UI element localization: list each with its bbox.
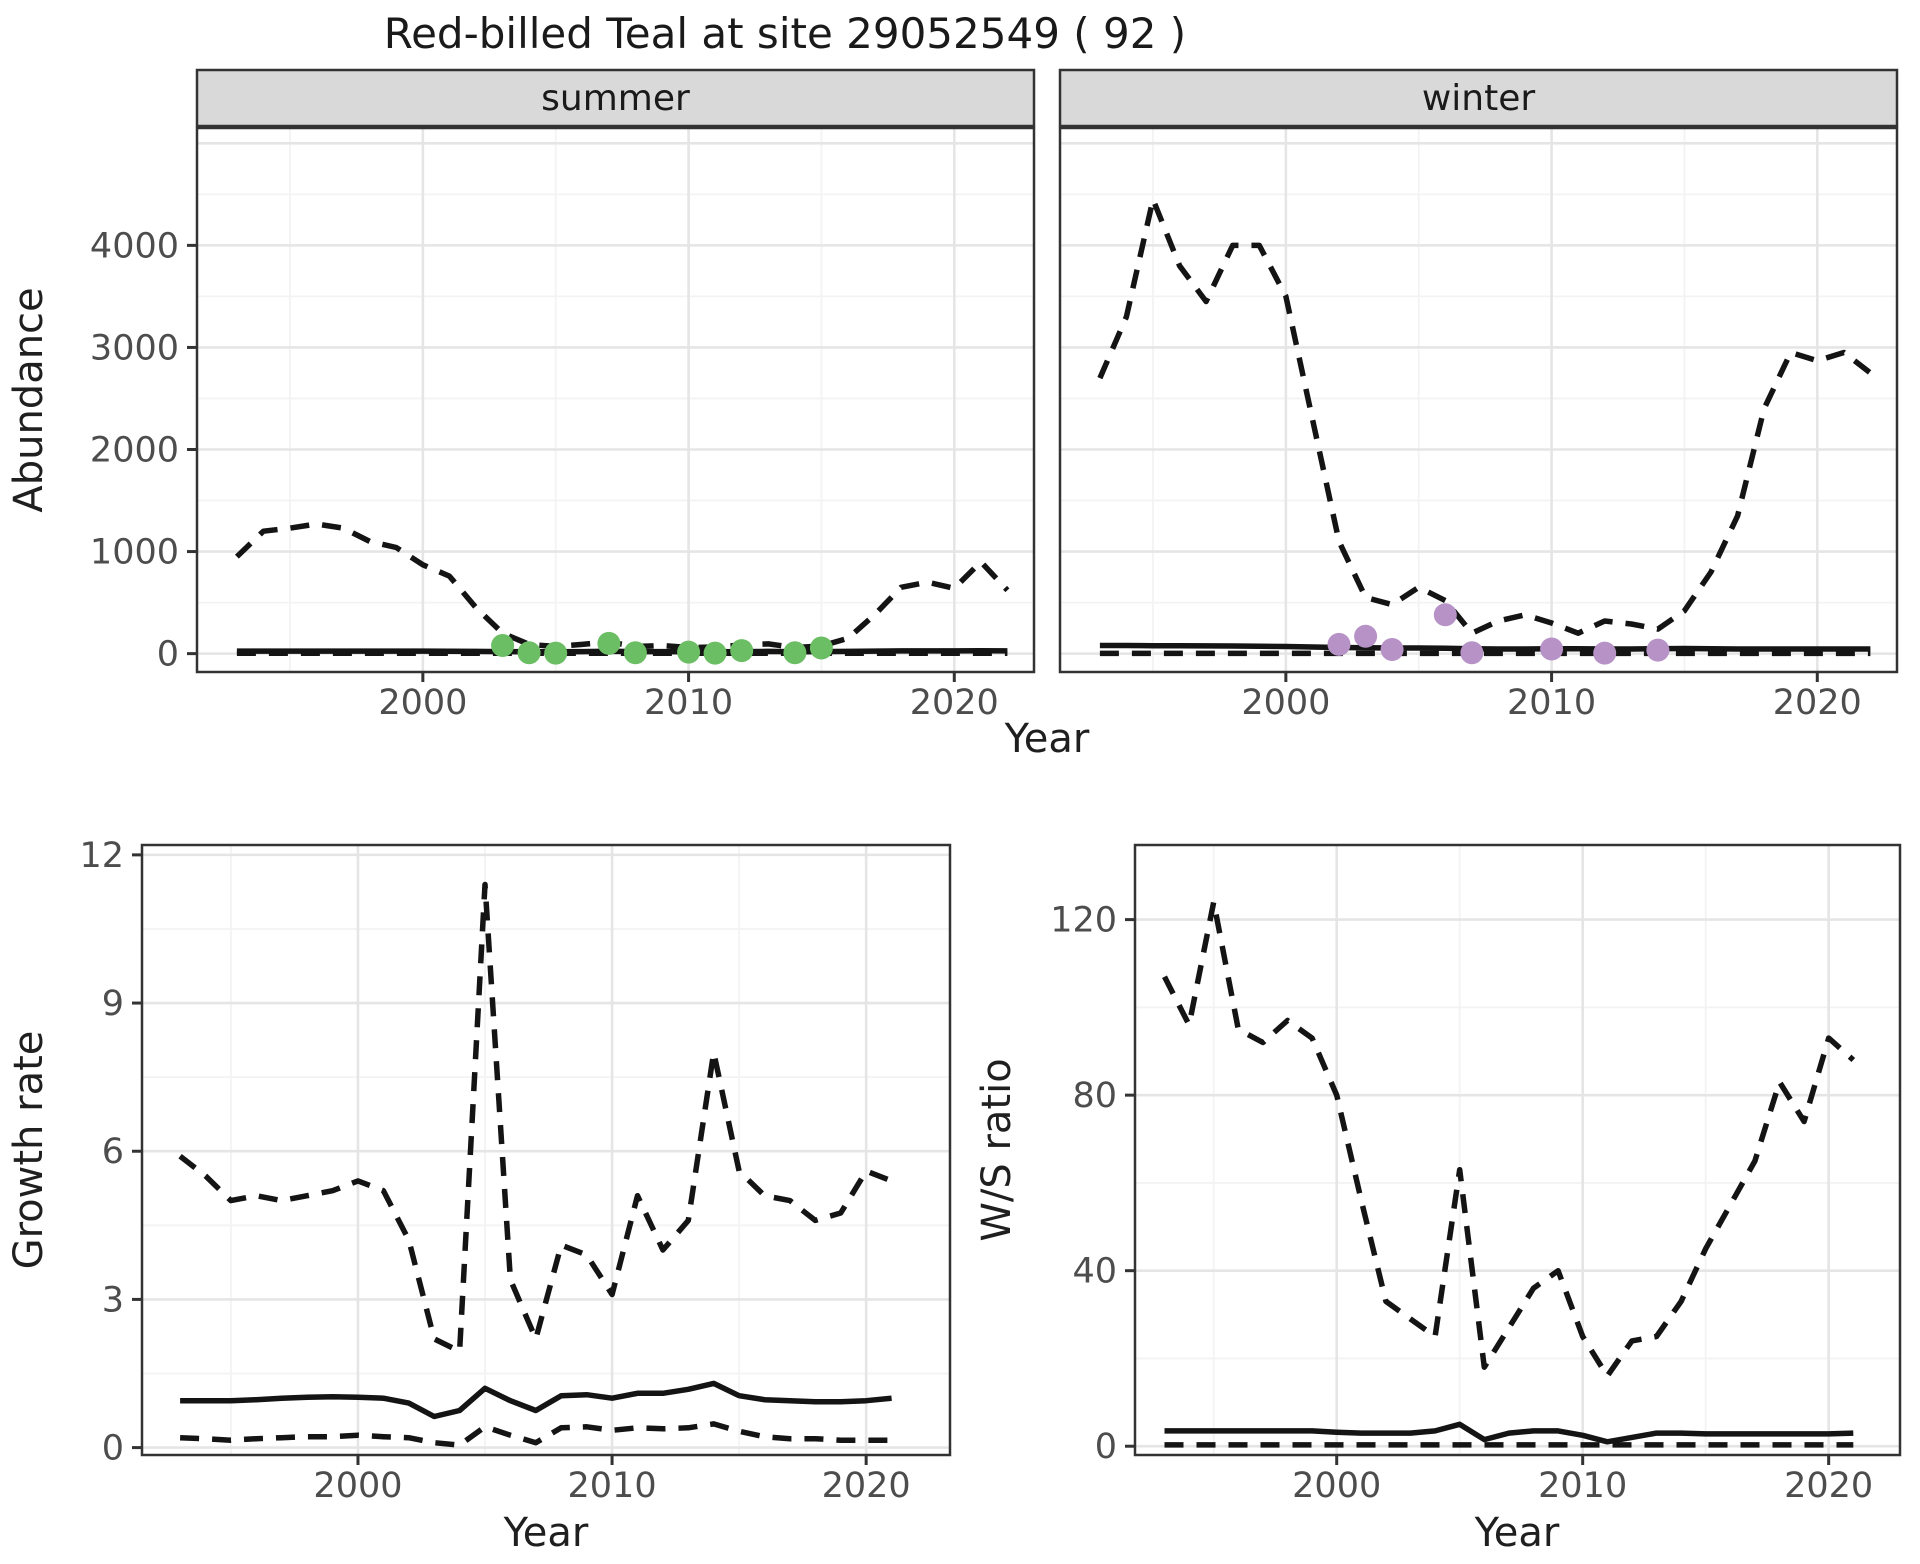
ws-ratio-axis-title: W/S ratio	[974, 1058, 1020, 1241]
ws-ratio-panel-border	[1133, 843, 1902, 1457]
y-tick-label: 80	[1072, 1076, 1117, 1116]
panel-growth-rate: 2000 2010 2020 0 3 6 9 12	[79, 836, 952, 1506]
abundance-summer-observed-point	[491, 634, 515, 657]
ws-year-axis-title: Year	[1474, 1510, 1560, 1556]
y-tick-label: 40	[1072, 1252, 1117, 1292]
abundance-summer-observed-point	[677, 640, 701, 664]
abundance-winter-estimate-line	[1099, 642, 1871, 652]
abundance-winter-observed-point	[1540, 637, 1564, 661]
abundance-summer-observed-point	[809, 636, 833, 660]
abundance-summer-observed-point	[544, 641, 568, 665]
y-tick-label: 9	[102, 984, 124, 1024]
facet-strip-summer	[195, 68, 1036, 128]
abundance-winter-observed-point	[1593, 641, 1617, 665]
panel-abundance-winter: 2000 2010 2020 winter	[1058, 68, 1899, 723]
abundance-summer-upper_95CI-line	[234, 521, 1010, 651]
abundance-summer-observed-point	[783, 641, 807, 665]
abundance-winter-observed-point	[1327, 632, 1351, 656]
facet-strip-label-summer: summer	[541, 78, 690, 119]
x-tick-label: 2020	[1784, 1466, 1873, 1506]
y-tick-label: 3	[102, 1280, 124, 1320]
abundance-winter-upper_95CI-line	[1097, 196, 1873, 636]
abundance-summer-panel-border	[195, 126, 1036, 674]
ws-ratio-upper_95CI-line	[1162, 899, 1856, 1379]
x-tick-label: 2020	[910, 683, 999, 723]
abundance-winter-panel-border	[1058, 126, 1899, 674]
x-tick-label: 2010	[568, 1466, 657, 1506]
facet-strip-label-winter: winter	[1422, 78, 1536, 119]
abundance-winter-observed-point	[1646, 638, 1670, 662]
y-tick-label: 1000	[90, 533, 179, 573]
growth-rate-lower_95CI-line	[179, 1421, 892, 1448]
ws-ratio-panel-background	[1135, 845, 1900, 1455]
panel-abundance-summer: 2000 2010 2020 0 1000 2000 3000 4000 summer	[90, 68, 1036, 723]
abundance-winter-panel-background	[1060, 128, 1897, 672]
x-tick-label: 2020	[1773, 683, 1862, 723]
x-tick-label: 2010	[1538, 1466, 1627, 1506]
x-tick-label: 2010	[644, 683, 733, 723]
growth-rate-upper_95CI-line	[178, 881, 893, 1355]
x-tick-label: 2000	[313, 1466, 402, 1506]
abundance-winter-observed-point	[1380, 638, 1404, 661]
abundance-summer-observed-point	[517, 641, 541, 665]
x-tick-label: 2000	[1292, 1466, 1381, 1506]
y-tick-label: 12	[79, 836, 124, 876]
abundance-winter-observed-point	[1460, 641, 1484, 665]
abundance-winter-observed-point	[1354, 624, 1378, 648]
top-year-axis-title: Year	[1004, 716, 1090, 762]
abundance-summer-observed-point	[623, 641, 647, 665]
x-tick-label: 2010	[1507, 683, 1596, 723]
x-tick-label: 2000	[1241, 683, 1330, 723]
y-tick-label: 4000	[90, 226, 179, 266]
growth-rate-axis-title: Growth rate	[6, 1031, 52, 1270]
y-tick-label: 6	[102, 1132, 124, 1172]
plot-title: Red-billed Teal at site 29052549 ( 92 )	[384, 9, 1186, 58]
abundance-winter-observed-point	[1433, 603, 1457, 627]
y-tick-label: 120	[1050, 901, 1117, 941]
ws-ratio-estimate-line	[1164, 1421, 1854, 1445]
y-tick-label: 3000	[90, 328, 179, 368]
growth-rate-estimate-line	[180, 1380, 892, 1420]
x-tick-label: 2020	[822, 1466, 911, 1506]
x-tick-label: 2000	[378, 683, 467, 723]
abundance-axis-title: Abundance	[6, 287, 52, 512]
growth-year-axis-title: Year	[503, 1510, 589, 1556]
facet-strip-winter	[1058, 68, 1899, 128]
abundance-summer-observed-point	[597, 631, 621, 655]
y-tick-label: 0	[157, 635, 179, 675]
abundance-summer-observed-point	[703, 641, 727, 665]
abundance-summer-observed-point	[730, 639, 754, 663]
y-tick-label: 0	[102, 1429, 124, 1469]
y-tick-label: 0	[1095, 1427, 1117, 1467]
panel-ws-ratio: 2000 2010 2020 0 40 80 120	[1050, 843, 1902, 1506]
abundance-summer-panel-background	[197, 128, 1034, 672]
y-tick-label: 2000	[90, 431, 179, 471]
